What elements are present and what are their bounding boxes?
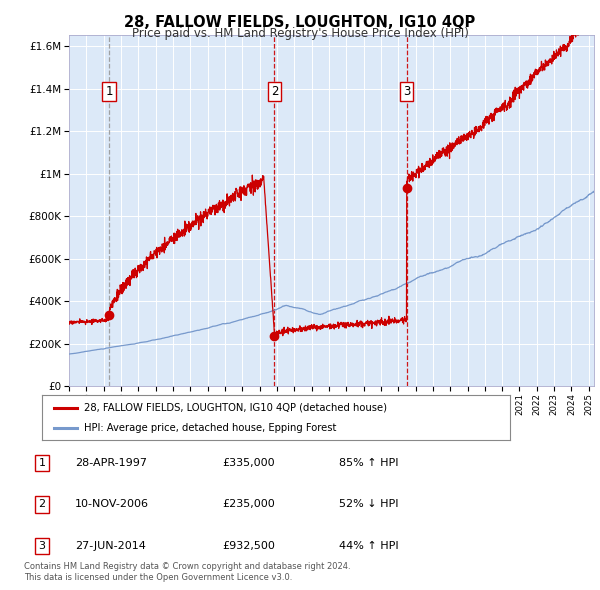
Text: Contains HM Land Registry data © Crown copyright and database right 2024.
This d: Contains HM Land Registry data © Crown c… — [24, 562, 350, 582]
Text: Price paid vs. HM Land Registry's House Price Index (HPI): Price paid vs. HM Land Registry's House … — [131, 27, 469, 40]
Text: £235,000: £235,000 — [222, 500, 275, 509]
Text: 85% ↑ HPI: 85% ↑ HPI — [339, 458, 398, 468]
Text: 10-NOV-2006: 10-NOV-2006 — [75, 500, 149, 509]
Text: 52% ↓ HPI: 52% ↓ HPI — [339, 500, 398, 509]
Text: 27-JUN-2014: 27-JUN-2014 — [75, 541, 146, 550]
Text: 3: 3 — [38, 541, 46, 550]
Text: 28-APR-1997: 28-APR-1997 — [75, 458, 147, 468]
Text: 2: 2 — [38, 500, 46, 509]
Text: 44% ↑ HPI: 44% ↑ HPI — [339, 541, 398, 550]
Text: HPI: Average price, detached house, Epping Forest: HPI: Average price, detached house, Eppi… — [84, 424, 337, 434]
Text: £932,500: £932,500 — [222, 541, 275, 550]
Text: £335,000: £335,000 — [222, 458, 275, 468]
Text: 2: 2 — [271, 85, 278, 98]
Text: 28, FALLOW FIELDS, LOUGHTON, IG10 4QP: 28, FALLOW FIELDS, LOUGHTON, IG10 4QP — [124, 15, 476, 30]
Text: 1: 1 — [38, 458, 46, 468]
Text: 3: 3 — [403, 85, 410, 98]
Text: 1: 1 — [106, 85, 113, 98]
Text: 28, FALLOW FIELDS, LOUGHTON, IG10 4QP (detached house): 28, FALLOW FIELDS, LOUGHTON, IG10 4QP (d… — [84, 403, 387, 412]
